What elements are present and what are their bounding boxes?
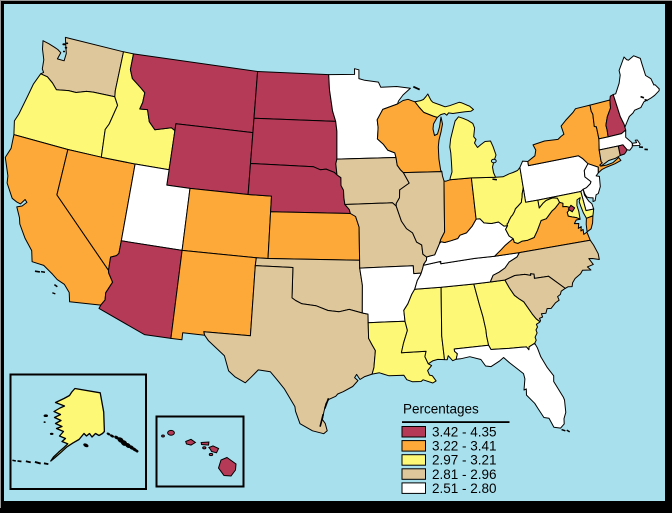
svg-text:3.42 - 4.35: 3.42 - 4.35 <box>432 425 497 440</box>
svg-text:2.97 - 3.21: 2.97 - 3.21 <box>432 453 497 468</box>
svg-text:3.22 - 3.41: 3.22 - 3.41 <box>432 439 497 454</box>
svg-text:2.51 - 2.80: 2.51 - 2.80 <box>432 481 497 496</box>
svg-text:Percentages: Percentages <box>403 402 479 417</box>
svg-text:2.81 - 2.96: 2.81 - 2.96 <box>432 467 497 482</box>
